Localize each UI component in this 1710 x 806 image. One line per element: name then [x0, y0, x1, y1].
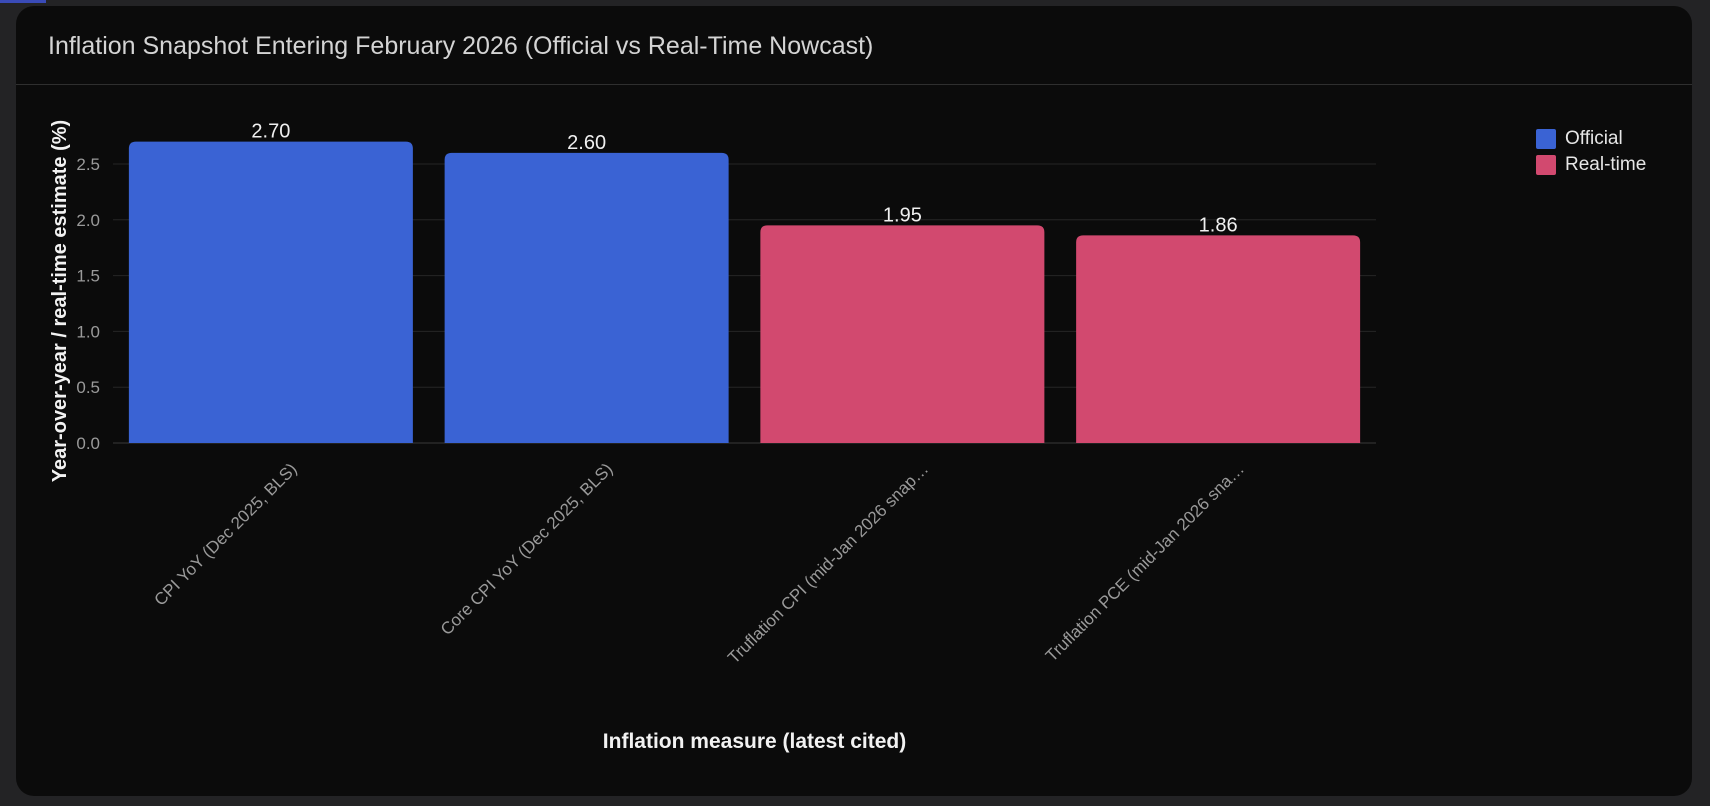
x-tick-label-3: Truflation CPI (mid-Jan 2026 snap… [724, 459, 932, 667]
bar-value-label-4: 1.86 [1199, 214, 1238, 236]
legend-swatch-official [1536, 129, 1556, 149]
bar-value-label-3: 1.95 [883, 204, 922, 226]
x-tick-label-2: Core CPI YoY (Dec 2025, BLS) [437, 459, 617, 639]
chart-card: Inflation Snapshot Entering February 202… [16, 6, 1692, 796]
chart-title: Inflation Snapshot Entering February 202… [48, 32, 874, 60]
legend-label-official: Official [1565, 128, 1623, 149]
x-tick-label-4: Truflation PCE (mid-Jan 2026 sna… [1042, 459, 1248, 665]
y-tick-label-5: 2.5 [76, 155, 100, 174]
bar-value-label-1: 2.70 [251, 121, 290, 143]
bar-value-label-2: 2.60 [567, 132, 606, 154]
y-tick-label-3: 1.5 [76, 267, 100, 286]
x-axis-title: Inflation measure (latest cited) [603, 730, 906, 753]
legend: Official Real-time [1536, 126, 1646, 178]
y-tick-label-2: 1.0 [76, 322, 100, 341]
card-header: Inflation Snapshot Entering February 202… [16, 6, 1692, 85]
y-tick-label-1: 0.5 [76, 378, 100, 397]
legend-item-real-time[interactable]: Real-time [1536, 152, 1646, 178]
y-tick-label-0: 0.0 [76, 434, 100, 453]
bar-1[interactable] [128, 141, 413, 443]
legend-swatch-real-time [1536, 155, 1556, 175]
legend-item-official[interactable]: Official [1536, 126, 1646, 152]
bar-3[interactable] [760, 225, 1045, 443]
bar-2[interactable] [444, 152, 729, 443]
legend-label-real-time: Real-time [1565, 154, 1647, 175]
y-tick-label-4: 2.0 [76, 211, 100, 230]
top-accent [0, 0, 46, 3]
x-tick-label-1: CPI YoY (Dec 2025, BLS) [150, 459, 300, 609]
y-axis-title: Year-over-year / real-time estimate (%) [49, 120, 71, 482]
bar-4[interactable] [1076, 235, 1361, 443]
bar-chart: 0.0 0.5 1.0 1.5 2.0 2.5 2.70 CPI YoY (Dec 2025,… [49, 120, 1376, 753]
